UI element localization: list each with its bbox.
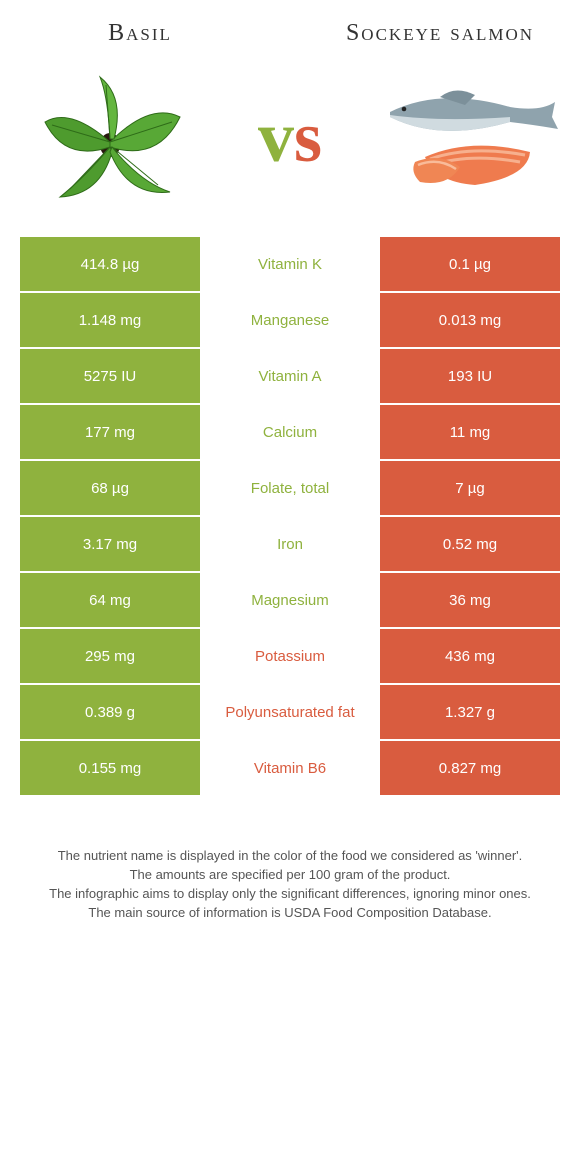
footer-line: The main source of information is USDA F… xyxy=(30,904,550,923)
nutrient-name-cell: Vitamin K xyxy=(200,237,380,291)
right-value-cell: 436 mg xyxy=(380,629,560,683)
right-value-cell: 11 mg xyxy=(380,405,560,459)
nutrient-name-cell: Magnesium xyxy=(200,573,380,627)
table-row: 177 mgCalcium11 mg xyxy=(20,405,560,459)
nutrient-name-cell: Iron xyxy=(200,517,380,571)
footer-notes: The nutrient name is displayed in the co… xyxy=(0,797,580,922)
left-value-cell: 64 mg xyxy=(20,573,200,627)
table-row: 68 µgFolate, total7 µg xyxy=(20,461,560,515)
left-food-title: Basil xyxy=(40,20,240,47)
left-value-cell: 177 mg xyxy=(20,405,200,459)
salmon-illustration xyxy=(380,57,560,217)
right-value-cell: 36 mg xyxy=(380,573,560,627)
left-value-cell: 0.155 mg xyxy=(20,741,200,795)
footer-line: The amounts are specified per 100 gram o… xyxy=(30,866,550,885)
comparison-table: 414.8 µgVitamin K0.1 µg1.148 mgManganese… xyxy=(0,237,580,795)
left-value-cell: 1.148 mg xyxy=(20,293,200,347)
table-row: 414.8 µgVitamin K0.1 µg xyxy=(20,237,560,291)
footer-line: The infographic aims to display only the… xyxy=(30,885,550,904)
nutrient-name-cell: Calcium xyxy=(200,405,380,459)
nutrient-name-cell: Manganese xyxy=(200,293,380,347)
right-value-cell: 7 µg xyxy=(380,461,560,515)
left-value-cell: 68 µg xyxy=(20,461,200,515)
basil-illustration xyxy=(20,57,200,217)
right-food-title: Sockeye salmon xyxy=(340,20,540,47)
right-value-cell: 0.52 mg xyxy=(380,517,560,571)
left-value-cell: 414.8 µg xyxy=(20,237,200,291)
right-value-cell: 0.013 mg xyxy=(380,293,560,347)
table-row: 64 mgMagnesium36 mg xyxy=(20,573,560,627)
table-row: 1.148 mgManganese0.013 mg xyxy=(20,293,560,347)
table-row: 5275 IUVitamin A193 IU xyxy=(20,349,560,403)
table-row: 0.389 gPolyunsaturated fat1.327 g xyxy=(20,685,560,739)
nutrient-name-cell: Vitamin A xyxy=(200,349,380,403)
right-value-cell: 1.327 g xyxy=(380,685,560,739)
nutrient-name-cell: Folate, total xyxy=(200,461,380,515)
table-row: 3.17 mgIron0.52 mg xyxy=(20,517,560,571)
right-value-cell: 0.1 µg xyxy=(380,237,560,291)
left-value-cell: 0.389 g xyxy=(20,685,200,739)
left-value-cell: 295 mg xyxy=(20,629,200,683)
left-value-cell: 5275 IU xyxy=(20,349,200,403)
right-value-cell: 0.827 mg xyxy=(380,741,560,795)
nutrient-name-cell: Polyunsaturated fat xyxy=(200,685,380,739)
vs-label: vs xyxy=(258,101,322,173)
footer-line: The nutrient name is displayed in the co… xyxy=(30,847,550,866)
nutrient-name-cell: Vitamin B6 xyxy=(200,741,380,795)
nutrient-name-cell: Potassium xyxy=(200,629,380,683)
right-value-cell: 193 IU xyxy=(380,349,560,403)
table-row: 0.155 mgVitamin B60.827 mg xyxy=(20,741,560,795)
table-row: 295 mgPotassium436 mg xyxy=(20,629,560,683)
left-value-cell: 3.17 mg xyxy=(20,517,200,571)
